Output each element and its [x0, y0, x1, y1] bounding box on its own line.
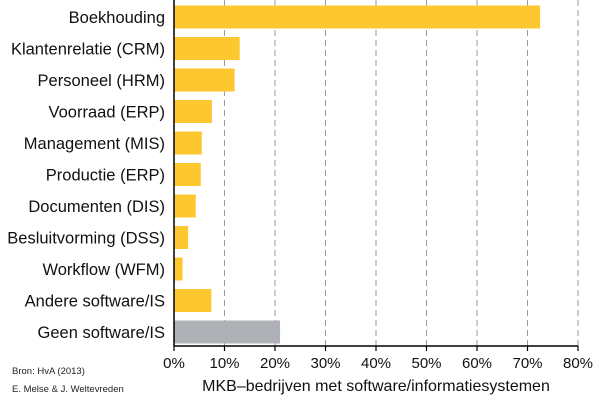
category-label-0: Boekhouding [69, 9, 165, 27]
category-label-5: Productie (ERP) [46, 167, 165, 185]
bar-10 [174, 320, 281, 344]
category-label-3: Voorraad (ERP) [49, 104, 165, 122]
x-axis-title: MKB–bedrijven met software/informatiesys… [202, 378, 550, 395]
category-label-8: Workflow (WFM) [42, 261, 165, 279]
category-label-9: Andere software/IS [25, 293, 165, 311]
category-label-7: Besluitvorming (DSS) [7, 230, 165, 248]
x-tick-label-50: 50% [411, 355, 441, 372]
bar-3 [174, 100, 212, 123]
category-label-4: Management (MIS) [24, 135, 165, 153]
x-tick-label-20: 20% [260, 355, 290, 372]
category-label-1: Klantenrelatie (CRM) [11, 41, 165, 59]
bar-4 [174, 131, 202, 155]
bar-0 [174, 5, 541, 29]
grid [224, 0, 579, 346]
bar-9 [174, 289, 212, 312]
x-tick-label-0: 0% [163, 355, 185, 372]
x-tick-label-40: 40% [361, 355, 391, 372]
bars [174, 5, 541, 344]
bar-6 [174, 194, 196, 218]
bar-1 [174, 37, 240, 60]
x-tick-label-80: 80% [563, 355, 593, 372]
bar-5 [174, 163, 201, 186]
x-tick-label-30: 30% [310, 355, 340, 372]
bar-7 [174, 226, 189, 249]
source-note: Bron: HvA (2013) [12, 366, 85, 377]
category-label-10: Geen software/IS [38, 324, 165, 342]
bar-8 [174, 257, 183, 281]
category-labels: Boekhouding Klantenrelatie (CRM) Personeel… [7, 9, 165, 342]
bar-2 [174, 68, 235, 92]
x-axis: 0% 10% 20% 30% 40% 50% 60% 70% 80% [163, 0, 593, 372]
author-note: E. Melse & J. Weltevreden [12, 384, 124, 395]
x-tick-label-60: 60% [462, 355, 492, 372]
x-tick-label-70: 70% [512, 355, 542, 372]
category-label-2: Personeel (HRM) [38, 72, 165, 90]
x-tick-label-10: 10% [209, 355, 239, 372]
category-label-6: Documenten (DIS) [28, 198, 165, 216]
